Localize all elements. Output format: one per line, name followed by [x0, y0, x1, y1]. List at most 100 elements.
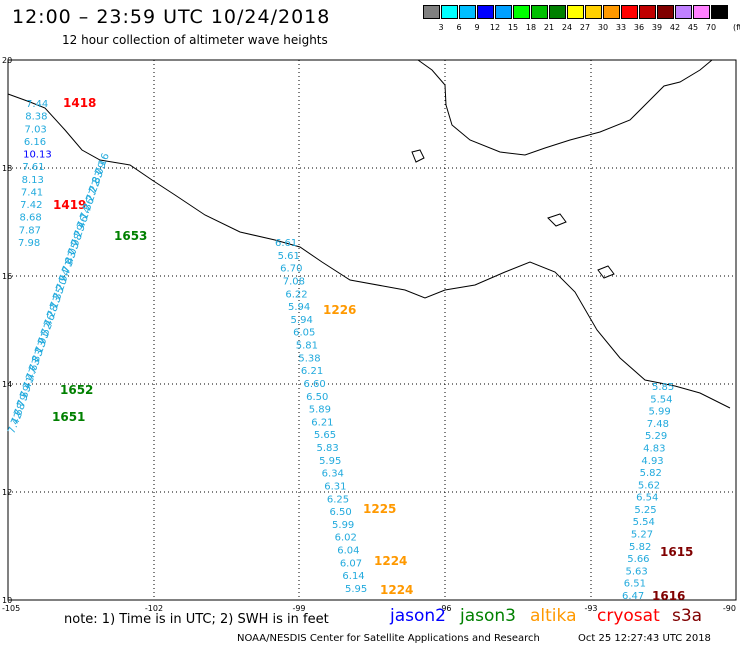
- legend-entry-jason2: jason2: [390, 606, 446, 626]
- wave-height-value: 5.95: [345, 584, 367, 595]
- y-tick-label: 10: [2, 596, 12, 605]
- note-text: note: 1) Time is in UTC; 2) SWH is in fe…: [64, 612, 329, 627]
- colorbar-unit: (ft): [732, 23, 740, 32]
- wave-height-value: 5.54: [633, 517, 655, 528]
- timestamp: Oct 25 12:27:43 UTC 2018: [578, 633, 711, 644]
- altimeter-track: 5.855.545.997.485.294.834.935.825.626.54…: [622, 382, 693, 603]
- legend-entry-cryosat: cryosat: [597, 606, 660, 626]
- colorbar-swatch: [657, 5, 674, 19]
- wave-height-value: 6.22: [285, 289, 307, 300]
- lake-outline: [547, 213, 567, 227]
- wave-height-value: 6.14: [342, 571, 364, 582]
- x-tick-label: -99: [292, 604, 305, 613]
- wave-height-value: 4.93: [641, 456, 663, 467]
- y-tick-label: 20: [2, 56, 12, 65]
- x-tick-label: -105: [2, 604, 20, 613]
- wave-height-value: 5.81: [296, 341, 318, 352]
- colorbar-label: 42: [669, 23, 681, 32]
- wave-height-value: 5.63: [626, 566, 648, 577]
- time-label: 1616: [652, 589, 685, 603]
- lake-outline: [597, 265, 615, 279]
- wave-height-value: 8.38: [25, 112, 47, 123]
- wave-height-value: 5.95: [319, 456, 341, 467]
- wave-height-value: 5.99: [332, 520, 354, 531]
- colorbar-label: 30: [597, 23, 609, 32]
- time-label: 1651: [52, 410, 85, 424]
- x-tick-label: -93: [584, 604, 597, 613]
- wave-height-value: 7.08: [283, 276, 305, 287]
- x-tick-label: -90: [723, 604, 736, 613]
- wave-height-value: 7.98: [18, 238, 40, 249]
- colorbar-label: 33: [615, 23, 627, 32]
- colorbar-swatch: [639, 5, 656, 19]
- axis-tick-labels: -105 -102 -99 -96 -93 -90 20 18 16 14 12 10: [2, 56, 736, 613]
- wave-height-value: 6.60: [304, 379, 326, 390]
- x-tick-label: -96: [438, 604, 451, 613]
- coastline-main: [7, 93, 731, 409]
- colorbar-swatch: [621, 5, 638, 19]
- wave-height-value: 10.13: [23, 150, 52, 161]
- time-label: 1615: [660, 545, 693, 559]
- colorbar-label: 18: [525, 23, 537, 32]
- colorbar-label: 3: [438, 23, 444, 32]
- colorbar-swatch: [477, 5, 494, 19]
- wave-height-value: 5.29: [645, 431, 667, 442]
- wave-height-value: 7.87: [19, 225, 41, 236]
- time-label: 1226: [323, 303, 356, 317]
- colorbar-swatch: [495, 5, 512, 19]
- colorbar-swatch: [423, 5, 440, 19]
- y-tick-label: 16: [2, 272, 12, 281]
- colorbar-label: 39: [651, 23, 663, 32]
- altimeter-tracks: 7.44 8.387.03 6.16 10.137.61 8.137.41 7.42 8.6…: [6, 96, 693, 603]
- wave-height-value: 5.83: [316, 443, 338, 454]
- wave-height-value: 6.05: [293, 328, 315, 339]
- colorbar-label: 12: [489, 23, 501, 32]
- wave-height-value: 5.94: [291, 315, 313, 326]
- colorbar-label: 36: [633, 23, 645, 32]
- wave-height-value: 5.82: [640, 468, 662, 479]
- colorbar-label: 15: [507, 23, 519, 32]
- legend-entry-altika: altika: [530, 606, 577, 626]
- wave-height-value: 7.48: [647, 419, 669, 430]
- wave-height-value: 6.34: [322, 469, 344, 480]
- colorbar-label: 21: [543, 23, 555, 32]
- island-outline: [411, 149, 425, 163]
- time-label: 1418: [63, 96, 96, 110]
- colorbar-label: 9: [474, 23, 480, 32]
- wave-height-value: 5.25: [634, 505, 656, 516]
- wave-height-value: 5.38: [298, 353, 320, 364]
- wave-height-value: 5.62: [638, 480, 660, 491]
- colorbar-label: 45: [687, 23, 699, 32]
- colorbar-label: 27: [579, 23, 591, 32]
- wave-height-value: 6.31: [324, 481, 346, 492]
- wave-height-value: 7.61: [22, 162, 44, 173]
- colorbar-label: 24: [561, 23, 573, 32]
- wave-height-value: 6.21: [301, 366, 323, 377]
- wave-height-value: 6.54: [636, 493, 658, 504]
- wave-height-value: 7.03: [25, 124, 47, 135]
- wave-height-value: 5.61: [278, 251, 300, 262]
- y-tick-label: 14: [2, 380, 12, 389]
- wave-height-value: 4.83: [643, 443, 665, 454]
- wave-height-value: 7.44: [26, 99, 48, 110]
- wave-height-value: 6.51: [624, 579, 646, 590]
- x-tick-label: -102: [145, 604, 163, 613]
- wave-height-value: 5.54: [650, 394, 672, 405]
- colorbar-swatch: [459, 5, 476, 19]
- colorbar-swatch: [513, 5, 530, 19]
- wave-height-value: 5.66: [627, 554, 649, 565]
- time-label: 1652: [60, 383, 93, 397]
- legend-entry-s3a: s3a: [672, 606, 703, 626]
- colorbar-swatch: [441, 5, 458, 19]
- wave-height-value: 6.07: [340, 558, 362, 569]
- lat-lon-grid: [8, 60, 736, 600]
- colorbar-swatch: [675, 5, 692, 19]
- wave-height-value: 5.27: [631, 530, 653, 541]
- wave-height-value: 6.50: [329, 507, 351, 518]
- y-tick-label: 18: [2, 164, 12, 173]
- wave-height-value: 5.94: [288, 302, 310, 313]
- colorbar-label: 70: [705, 23, 717, 32]
- time-label: 1225: [363, 502, 396, 516]
- colorbar-swatch: [603, 5, 620, 19]
- colorbar-swatch: [711, 5, 728, 19]
